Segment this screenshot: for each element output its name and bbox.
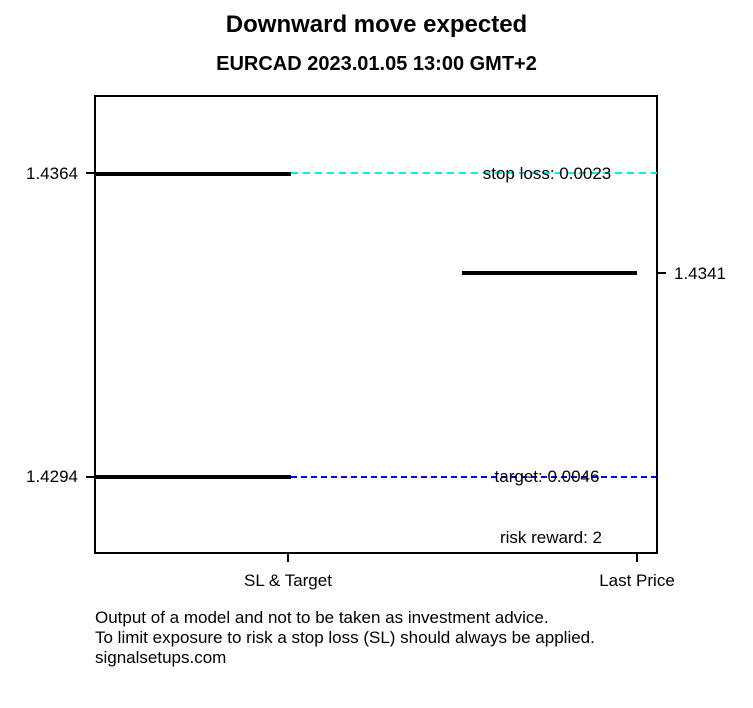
plot-area-border [94,95,658,554]
y-label-target-price: 1.4294 [26,467,78,486]
x-tick-sl-target [287,554,289,562]
x-tick-last-price [636,554,638,562]
y-tick-stop-loss [86,172,94,174]
last-price-segment [462,271,637,275]
chart-title: Downward move expected [225,11,528,38]
risk-reward-annotation: risk reward: 2 [499,528,603,547]
x-label-sl-target: SL & Target [244,571,332,590]
stop-loss-dashed-level-line [291,172,657,174]
disclaimer-line-2: To limit exposure to risk a stop loss (S… [95,628,595,647]
y-label-last-price: 1.4341 [674,264,726,283]
stop-loss-annotation: stop loss: 0.0023 [482,164,612,183]
target-price-segment [96,475,291,479]
disclaimer-line-1: Output of a model and not to be taken as… [95,608,549,627]
y-tick-last-price [658,272,666,274]
target-dashed-level-line [291,476,657,478]
disclaimer-footer: Output of a model and not to be taken as… [95,608,655,668]
y-label-stop-loss-price: 1.4364 [26,164,78,183]
stop-loss-price-segment [96,172,291,176]
y-tick-target [86,476,94,478]
x-label-last-price: Last Price [599,571,675,590]
website-url: signalsetups.com [95,648,227,667]
chart-subtitle: EURCAD 2023.01.05 13:00 GMT+2 [216,53,537,75]
target-annotation: target: 0.0046 [494,467,600,486]
